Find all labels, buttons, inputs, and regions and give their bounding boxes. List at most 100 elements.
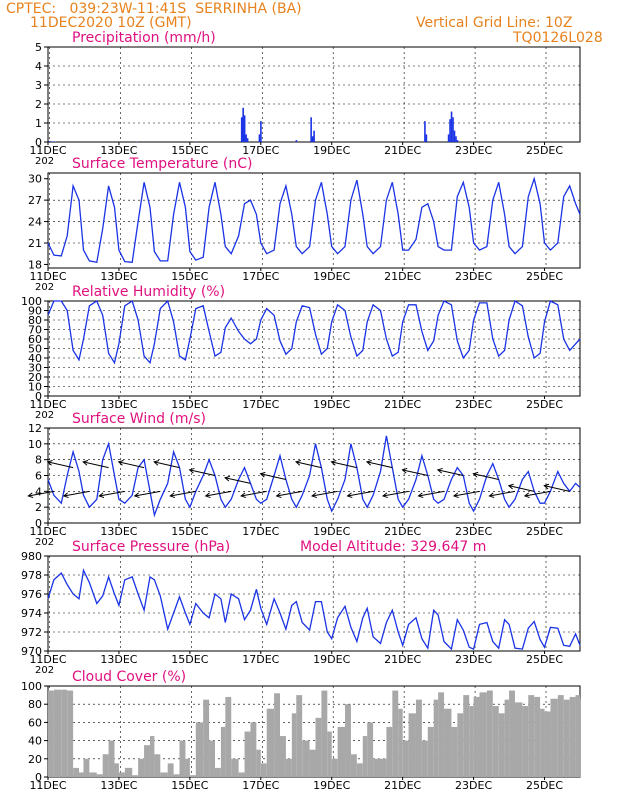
panel-5-ytick-label-3: 976 <box>21 588 42 601</box>
panel-1-bar-15 <box>313 130 315 142</box>
panel-6-bar-65 <box>433 699 439 777</box>
header-station: SERRINHA (BA) <box>195 1 302 17</box>
panel-4-title: Surface Wind (m/s) <box>72 411 206 427</box>
panel-6-bar-28 <box>214 767 221 777</box>
panel-1-bar-7 <box>243 115 246 142</box>
panel-4-series-line <box>47 435 581 518</box>
panel-6-bar-14 <box>132 775 139 777</box>
wind-arrow-shaft-13 <box>99 490 125 497</box>
panel-3-xtick-label-4: 19DEC <box>313 398 350 411</box>
panel-3-ytick-label-5: 50 <box>28 343 42 356</box>
wind-arrow-head-55 <box>346 492 353 499</box>
panel-6-xtick-label-6: 23DEC <box>455 779 492 792</box>
panel-5-annotation: Model Altitude: 329.647 m <box>300 539 486 555</box>
panel-6-xtick-label-2: 15DEC <box>171 779 208 792</box>
panel-6-title: Cloud Cover (%) <box>72 669 186 685</box>
panel-6-bar-87 <box>563 699 570 777</box>
panel-4-xtick-label-5: 21DEC <box>384 525 421 538</box>
panel-6-bar-54 <box>367 722 374 777</box>
panel-1-bar-12 <box>295 140 298 142</box>
panel-6-bar-18 <box>154 754 161 777</box>
panel-6-xtick-label-7: 25DEC <box>526 779 563 792</box>
wind-arrow-head-31 <box>204 492 211 499</box>
panel-6-bar-1 <box>53 689 62 777</box>
panel-6-bar-55 <box>373 758 381 777</box>
panel-4-ytick-label-2: 4 <box>35 485 42 498</box>
panel-1-ytick-label-4: 4 <box>35 60 42 73</box>
panel-4-ytick-label-0: 0 <box>35 517 42 530</box>
panel-6-xtick-label-4: 19DEC <box>313 779 350 792</box>
panel-6-bar-29 <box>220 726 226 777</box>
wind-arrow-head-34 <box>224 475 231 482</box>
wind-arrow-shaft-25 <box>170 490 196 497</box>
wind-arrow-shaft-88 <box>544 485 570 492</box>
panel-1-xtick-label-3: 17DEC <box>242 144 279 157</box>
wind-arrow-shaft-34 <box>224 477 251 484</box>
wind-arrow-shaft-85 <box>524 490 551 497</box>
panel-6-bar-22 <box>179 740 186 777</box>
wind-arrow-head-22 <box>153 460 160 466</box>
panel-6-bar-53 <box>362 736 368 777</box>
panel-6-bar-11 <box>114 763 119 777</box>
panel-6-bar-16 <box>144 745 150 777</box>
panel-2-xtick-label-0: 11DEC <box>29 270 66 283</box>
wind-arrow-head-4 <box>46 460 53 466</box>
panel-6-xtick-label-0: 11DEC <box>29 779 66 792</box>
panel-2-ytick-label-1: 21 <box>28 237 42 250</box>
wind-arrow-shaft-55 <box>347 490 374 497</box>
wind-arrow-head-52 <box>330 460 337 466</box>
header-run-time: 11DEC2020 10Z (GMT) <box>30 15 192 31</box>
panel-1-xtick-label-6: 23DEC <box>455 144 492 157</box>
panel-1-bar-10 <box>258 134 261 142</box>
wind-arrow-head-73 <box>452 492 459 499</box>
panel-1-ytick-label-5: 5 <box>35 41 42 54</box>
panel-6-bar-13 <box>124 767 133 777</box>
panel-6-bar-37 <box>266 708 275 777</box>
panel-6: 0 20 40 60 80 100 11DEC 13DEC 15DEC 17DEC 19DEC 21D… <box>21 669 581 792</box>
wind-arrow-head-67 <box>417 492 424 499</box>
panel-5-xtick-label-6: 23DEC <box>455 653 492 666</box>
panel-1-xtick-label-5: 21DEC <box>384 144 421 157</box>
wind-arrow-head-76 <box>472 471 479 478</box>
panel-5-title: Surface Pressure (hPa) <box>72 539 230 555</box>
header-line-1: CPTEC: 039:23W-11:41S SERRINHA (BA) <box>6 2 302 16</box>
wind-arrow-head-25 <box>169 492 176 499</box>
panel-6-bar-25 <box>195 722 204 777</box>
panel-6-bar-71 <box>469 706 474 777</box>
panel-6-bar-50 <box>345 704 351 777</box>
panel-1-title: Precipitation (mm/h) <box>72 30 216 46</box>
panel-1-xtick-label-7: 25DEC <box>526 144 563 157</box>
panel-3-ytick-label-0: 0 <box>35 390 42 403</box>
panel-6-bar-35 <box>256 749 261 777</box>
panel-5-series-line <box>47 568 581 651</box>
panel-1-bar-17 <box>425 134 428 142</box>
panel-1-bar-14 <box>311 136 314 142</box>
panel-5-ytick-label-4: 978 <box>21 569 42 582</box>
panel-4-xtick-label-0: 11DEC <box>29 525 66 538</box>
panel-6-bar-61 <box>408 713 416 777</box>
panel-5-xtick-label-0: 11DEC <box>29 653 66 666</box>
panel-4-ytick-label-5: 10 <box>28 438 42 451</box>
panel-5-frame <box>47 555 581 652</box>
wind-arrow-head-61 <box>381 492 388 499</box>
panel-6-bar-51 <box>350 754 357 777</box>
panel-3-xtick-label-3: 17DEC <box>242 398 279 411</box>
panel-6-bar-70 <box>463 695 470 777</box>
panel-1-bar-16 <box>424 121 426 142</box>
wind-arrow-shaft-61 <box>382 490 409 497</box>
panel-6-bar-5 <box>79 772 84 777</box>
panel-5-xtick-label-2: 15DEC <box>171 653 208 666</box>
panel-6-bar-36 <box>260 763 267 777</box>
panel-2-xtick-label-2: 15DEC <box>171 270 208 283</box>
panel-6-bar-20 <box>167 763 174 777</box>
panel-2-ytick-label-0: 18 <box>28 258 42 271</box>
wind-arrow-head-43 <box>275 492 282 499</box>
panel-1-bar-21 <box>452 117 454 142</box>
panel-4-xtick-label-4: 19DEC <box>313 525 350 538</box>
wind-arrow-shaft-31 <box>205 490 232 497</box>
panel-1-ytick-label-0: 0 <box>35 136 42 149</box>
panel-6-ytick-label-4: 80 <box>28 698 42 711</box>
panel-6-bar-42 <box>296 695 303 777</box>
panel-6-bar-72 <box>473 696 480 777</box>
